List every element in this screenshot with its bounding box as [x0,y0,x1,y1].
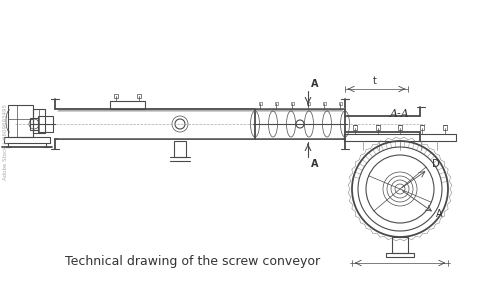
Bar [174,141,186,157]
Bar [258,102,262,105]
Bar [290,102,294,105]
Bar [137,94,141,98]
Bar [8,105,33,137]
Bar [322,102,326,105]
Bar [33,109,45,133]
Bar [38,116,53,132]
Bar [30,118,38,130]
Bar [386,253,414,257]
Bar [392,237,408,253]
Bar [443,125,447,130]
Text: D: D [432,160,440,170]
Text: A: A [311,79,318,89]
Bar [110,101,145,109]
Bar [338,102,342,105]
Bar [306,102,310,105]
Text: A: A [436,209,443,219]
Bar [274,102,278,105]
Text: A-A: A-A [390,109,410,119]
Text: t: t [373,76,377,86]
Bar [376,125,380,130]
Bar [398,125,402,130]
Text: Technical drawing of the screw conveyor: Technical drawing of the screw conveyor [65,256,320,268]
Bar [420,125,424,130]
Bar [344,134,456,141]
Bar [353,125,357,130]
Bar [4,137,50,143]
Bar [114,94,118,98]
Text: Adobe Stock | #609693495: Adobe Stock | #609693495 [2,104,8,180]
Text: A: A [311,159,318,169]
